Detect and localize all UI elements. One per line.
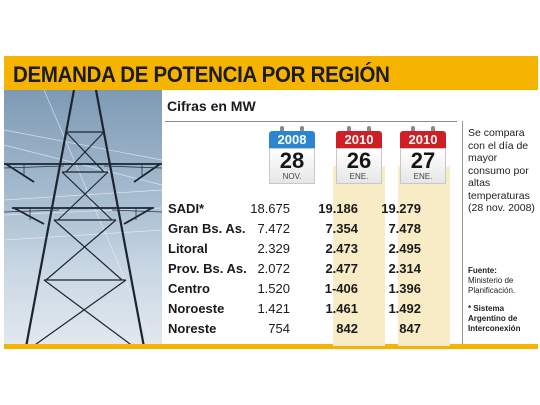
bottom-accent-bar bbox=[4, 344, 538, 349]
value-2008-nov-28: 754 bbox=[268, 321, 290, 336]
value-2008-nov-28: 1.520 bbox=[257, 281, 290, 296]
page-title: DEMANDA DE POTENCIA POR REGIÓN bbox=[13, 62, 390, 87]
sidebar-divider bbox=[462, 121, 463, 344]
source-text: Ministerio de Planificación. bbox=[468, 276, 516, 295]
region-label: SADI* bbox=[168, 201, 205, 216]
table-row: Noroeste 1.421 1.461 1.492 bbox=[168, 300, 458, 318]
calendar-day: 27 bbox=[410, 148, 436, 173]
value-2010-ene-26: 7.354 bbox=[325, 221, 358, 236]
value-2010-ene-27: 7.478 bbox=[388, 221, 421, 236]
value-2010-ene-26: 1-406 bbox=[324, 281, 358, 296]
calendar-day: 28 bbox=[279, 148, 305, 173]
calendar-year: 2008 bbox=[269, 131, 315, 148]
region-label: Prov. Bs. As. bbox=[168, 261, 247, 276]
highlight-column-2010-27 bbox=[398, 166, 450, 346]
table-row: Gran Bs. As. 7.472 7.354 7.478 bbox=[168, 220, 458, 238]
title-banner: DEMANDA DE POTENCIA POR REGIÓN bbox=[4, 56, 538, 90]
comparison-note: Se compara con el día de mayor consumo p… bbox=[468, 127, 535, 214]
calendar-year: 2010 bbox=[400, 131, 446, 148]
value-2010-ene-26: 2.473 bbox=[325, 241, 358, 256]
value-2008-nov-28: 1.421 bbox=[257, 301, 290, 316]
value-2010-ene-27: 847 bbox=[399, 321, 421, 336]
units-subtitle: Cifras en MW bbox=[167, 98, 256, 114]
source-note: Fuente: Ministerio de Planificación. bbox=[468, 266, 538, 296]
table-row: Litoral 2.329 2.473 2.495 bbox=[168, 240, 458, 258]
value-2010-ene-27: 2.495 bbox=[388, 241, 421, 256]
calendar-month: NOV. bbox=[282, 172, 302, 181]
calendar-icon: 2010 26 ENE. bbox=[336, 126, 382, 186]
source-label: Fuente: bbox=[468, 266, 497, 275]
value-2010-ene-27: 1.492 bbox=[388, 301, 421, 316]
value-2010-ene-26: 19.186 bbox=[318, 201, 358, 216]
calendar-icon: 2010 27 ENE. bbox=[400, 126, 446, 186]
value-2008-nov-28: 2.329 bbox=[257, 241, 290, 256]
value-2010-ene-26: 1.461 bbox=[325, 301, 358, 316]
value-2010-ene-26: 2.477 bbox=[325, 261, 358, 276]
calendar-year: 2010 bbox=[336, 131, 382, 148]
table-row: Noreste 754 842 847 bbox=[168, 320, 458, 338]
region-label: Gran Bs. As. bbox=[168, 221, 246, 236]
footnote: * Sistema Argentino de Interconexión bbox=[468, 304, 521, 333]
highlight-column-2010-26 bbox=[333, 166, 385, 346]
value-2010-ene-27: 1.396 bbox=[388, 281, 421, 296]
table-row: SADI* 18.675 19.186 19.279 bbox=[168, 200, 458, 218]
value-2008-nov-28: 18.675 bbox=[250, 201, 290, 216]
value-2008-nov-28: 7.472 bbox=[257, 221, 290, 236]
region-label: Noreste bbox=[168, 321, 217, 336]
table-row: Centro 1.520 1-406 1.396 bbox=[168, 280, 458, 298]
calendar-month: ENE. bbox=[349, 172, 369, 181]
value-2010-ene-27: 2.314 bbox=[388, 261, 421, 276]
region-label: Noroeste bbox=[168, 301, 225, 316]
value-2010-ene-26: 842 bbox=[336, 321, 358, 336]
calendar-icon: 2008 28 NOV. bbox=[269, 126, 315, 186]
value-2010-ene-27: 19.279 bbox=[381, 201, 421, 216]
header-divider bbox=[165, 121, 457, 122]
value-2008-nov-28: 2.072 bbox=[257, 261, 290, 276]
region-label: Litoral bbox=[168, 241, 208, 256]
region-label: Centro bbox=[168, 281, 210, 296]
calendar-day: 26 bbox=[346, 148, 372, 173]
electricity-tower-icon bbox=[4, 90, 162, 347]
calendar-month: ENE. bbox=[413, 172, 433, 181]
electricity-tower-photo bbox=[4, 90, 162, 347]
table-row: Prov. Bs. As. 2.072 2.477 2.314 bbox=[168, 260, 458, 278]
